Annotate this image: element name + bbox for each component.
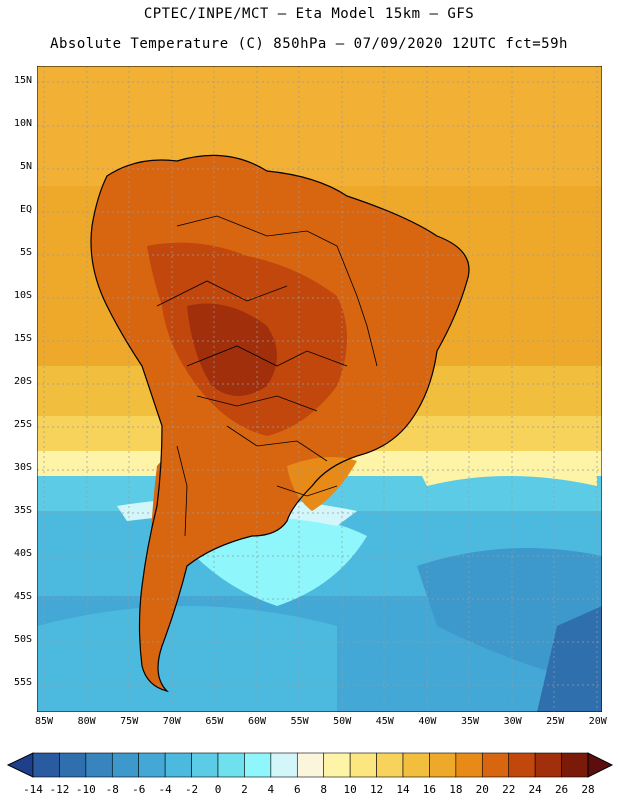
- colorbar-tick-label: -4: [158, 783, 172, 796]
- lat-label: 10S: [13, 290, 32, 301]
- colorbar-swatch: [85, 752, 113, 778]
- colorbar-tick-label: 24: [528, 783, 542, 796]
- colorbar-swatch: [59, 752, 87, 778]
- colorbar-tick-label: 18: [449, 783, 463, 796]
- colorbar-swatch: [32, 752, 60, 778]
- colorbar-tick-label: 4: [267, 783, 275, 796]
- colorbar-swatch: [534, 752, 562, 778]
- lon-label: 80W: [77, 716, 96, 727]
- lat-label: 20S: [13, 376, 32, 387]
- lon-label: 40W: [418, 716, 437, 727]
- colorbar-swatch: [111, 752, 140, 778]
- colorbar-tick-label: 16: [422, 783, 437, 796]
- colorbar-tick-label: -10: [75, 783, 96, 796]
- colorbar-tick-label: 14: [396, 783, 410, 796]
- lat-label: 45S: [13, 591, 32, 602]
- lat-label: 5S: [19, 247, 32, 258]
- colorbar-tick-label: 26: [554, 783, 569, 796]
- colorbar-swatch: [244, 752, 272, 778]
- colorbar-tick-label: 8: [320, 783, 328, 796]
- colorbar-tick-label: 10: [343, 783, 357, 796]
- colorbar-swatch: [402, 752, 430, 778]
- colorbar-tick-label: 12: [369, 783, 384, 796]
- title-line-1: CPTEC/INPE/MCT – Eta Model 15km – GFS: [143, 6, 475, 22]
- colorbar-swatch: [349, 752, 377, 778]
- lat-label: 35S: [13, 505, 32, 516]
- lon-label: 45W: [375, 716, 394, 727]
- colorbar-swatch: [164, 752, 192, 778]
- colorbar-tick-label: 28: [581, 783, 595, 796]
- lat-label: 15S: [13, 333, 32, 344]
- colorbar-tick-label: -6: [132, 783, 146, 796]
- colorbar-max-arrow: [587, 752, 614, 778]
- lon-label: 20W: [588, 716, 607, 727]
- colorbar-min-arrow: [6, 752, 34, 778]
- lon-label: 60W: [247, 716, 267, 727]
- lat-label: 30S: [13, 462, 32, 473]
- lon-label: 25W: [546, 716, 565, 727]
- lon-label: 70W: [162, 716, 181, 727]
- lon-label: 75W: [120, 716, 139, 727]
- colorbar-tick-label: 2: [241, 783, 248, 796]
- colorbar-swatch: [296, 752, 325, 778]
- colorbar-swatch: [508, 752, 536, 778]
- colorbar-swatch: [217, 752, 245, 778]
- colorbar-swatch: [376, 752, 404, 778]
- lat-label: EQ: [19, 204, 32, 215]
- colorbar-swatch: [191, 752, 219, 778]
- lat-label: 5N: [19, 161, 32, 172]
- lon-label: 65W: [205, 716, 224, 727]
- colorbar-swatch: [481, 752, 510, 778]
- lon-label: 35W: [460, 716, 480, 727]
- colorbar-swatch: [323, 752, 351, 778]
- lon-label: 55W: [290, 716, 309, 727]
- lat-label: 10N: [13, 118, 32, 129]
- colorbar-tick-label: -2: [184, 783, 199, 796]
- colorbar-tick-label: 0: [214, 783, 222, 796]
- colorbar-tick-label: -12: [49, 783, 70, 796]
- colorbar-tick-label: -14: [23, 783, 43, 796]
- colorbar-tick-label: -8: [105, 783, 119, 796]
- lat-label: 15N: [13, 75, 32, 86]
- colorbar-swatch: [455, 752, 483, 778]
- lat-label: 55S: [13, 677, 32, 688]
- colorbar: [6, 752, 614, 778]
- title-line-2: Absolute Temperature (C) 850hPa – 07/09/…: [50, 36, 568, 52]
- colorbar-tick-label: 20: [475, 783, 489, 796]
- lat-label: 40S: [13, 548, 32, 559]
- lon-label: 50W: [333, 716, 352, 727]
- lat-label: 25S: [13, 419, 32, 430]
- temperature-map: [37, 66, 602, 712]
- colorbar-swatch: [270, 752, 298, 778]
- lon-label: 85W: [34, 716, 54, 727]
- colorbar-swatch: [429, 752, 457, 778]
- colorbar-swatch: [138, 752, 166, 778]
- lat-label: 50S: [13, 634, 32, 645]
- colorbar-tick-label: 22: [502, 783, 516, 796]
- colorbar-swatch: [561, 752, 589, 778]
- lon-label: 30W: [503, 716, 522, 727]
- colorbar-tick-label: 6: [293, 783, 301, 796]
